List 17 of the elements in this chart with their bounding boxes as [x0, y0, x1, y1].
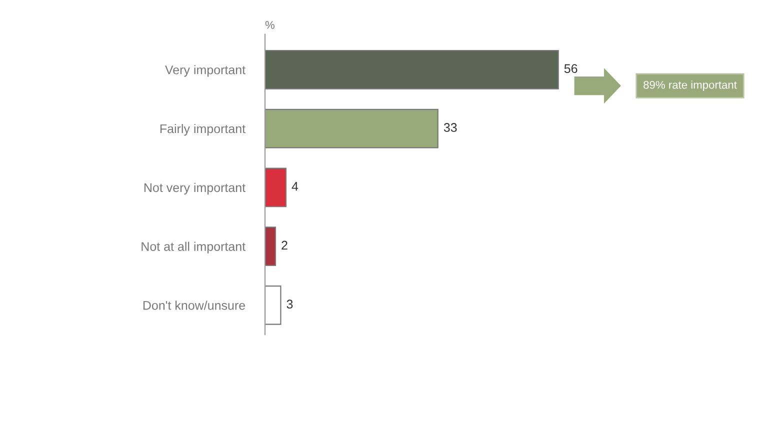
bar: [265, 226, 276, 266]
data-label: 2: [282, 240, 288, 250]
y-tick-label: Very important: [165, 65, 246, 77]
data-label: 4: [292, 182, 298, 191]
data-label: 33: [444, 123, 457, 132]
text: 89% rate important: [644, 80, 737, 91]
data-label: 56: [564, 64, 578, 74]
bar: [265, 50, 559, 90]
y-tick-label: Fairly important: [160, 124, 246, 136]
bar: [265, 285, 282, 325]
bar: [265, 108, 438, 148]
x-axis-title: %: [265, 21, 274, 29]
data-label: 3: [286, 300, 293, 309]
y-tick-label: Don't know/unsure: [143, 300, 246, 310]
y-tick-label: Not very important: [144, 182, 246, 195]
y-tick-label: Not at all important: [142, 242, 246, 254]
bar: [265, 168, 287, 208]
